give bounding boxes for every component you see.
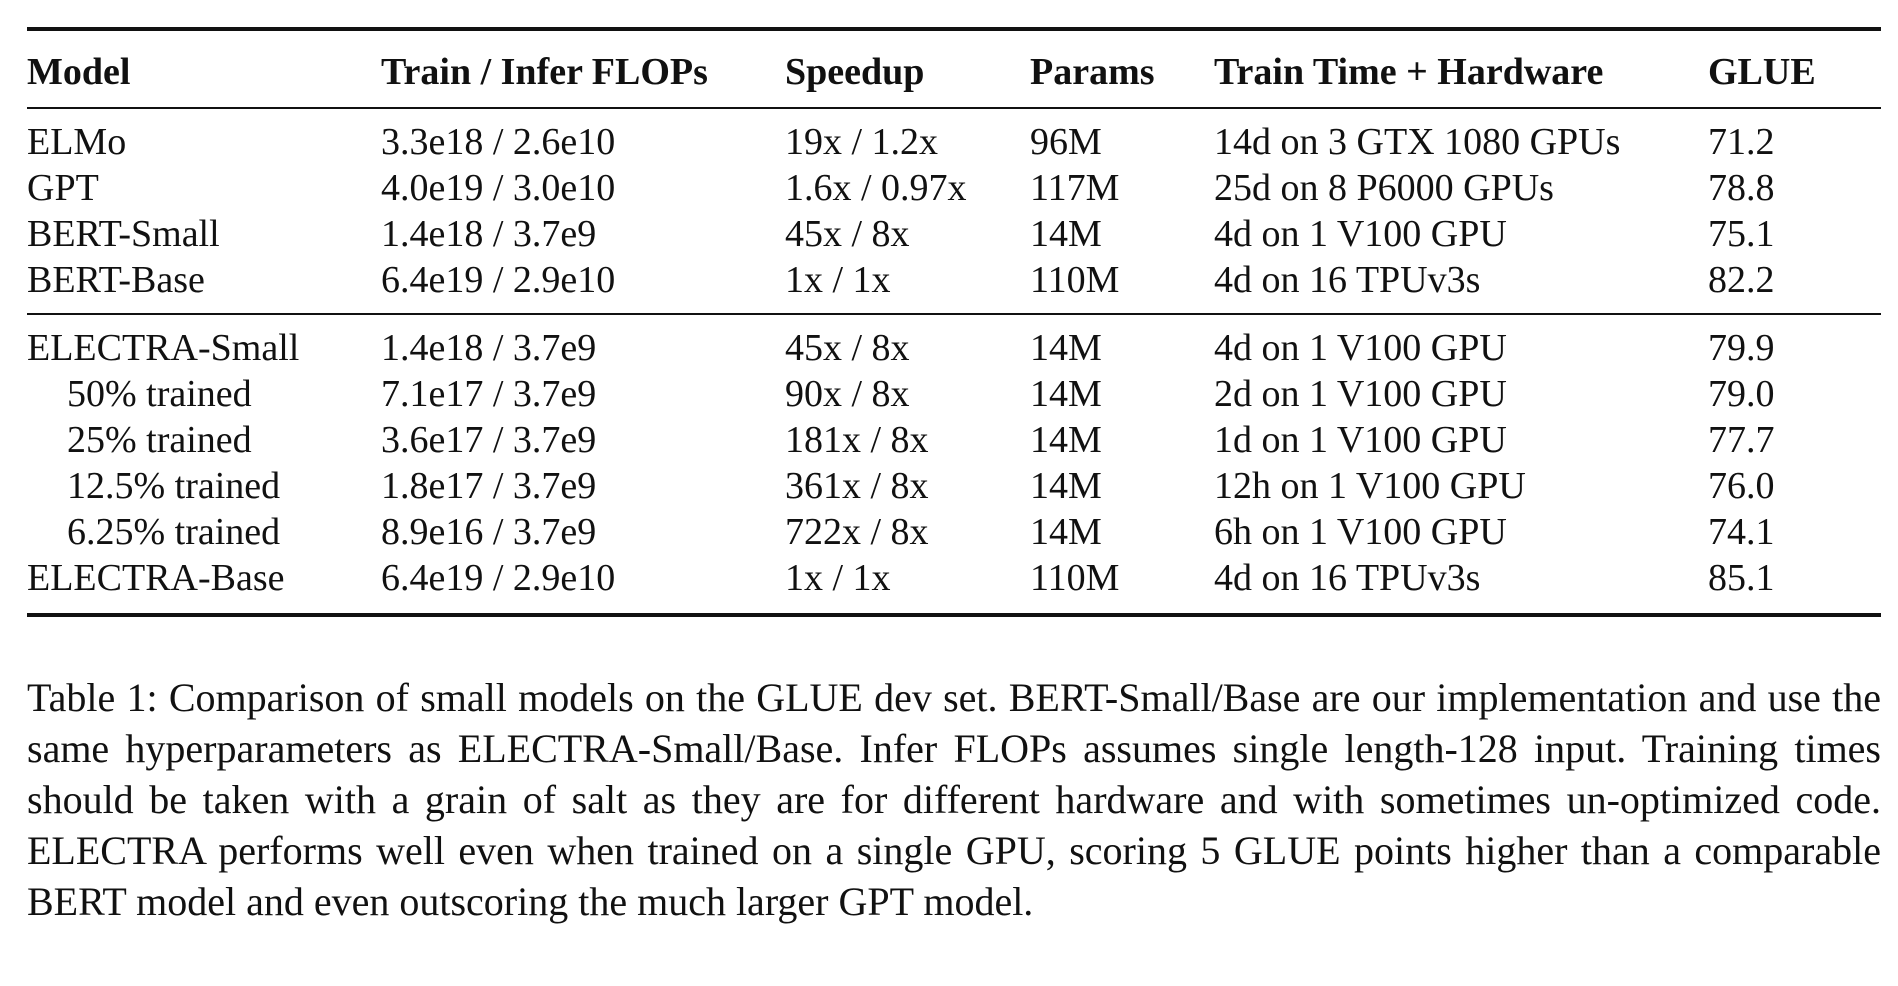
cell-params: 96M xyxy=(1030,121,1102,163)
electra-models-group: ELECTRA-Small 1.4e18 / 3.7e9 45x / 8x 14… xyxy=(27,314,1881,615)
cell-flops: 6.4e19 / 2.9e10 xyxy=(381,557,616,599)
cell-speedup: 45x / 8x xyxy=(785,327,910,369)
cell-model: BERT-Small xyxy=(27,213,220,255)
cell-speedup: 45x / 8x xyxy=(785,213,910,255)
cell-flops: 3.3e18 / 2.6e10 xyxy=(381,121,616,163)
table-row: ELECTRA-Small 1.4e18 / 3.7e9 45x / 8x 14… xyxy=(27,314,1881,371)
cell-model: BERT-Base xyxy=(27,259,205,301)
results-table-container: Model Train / Infer FLOPs Speedup Params… xyxy=(27,27,1881,617)
cell-train-time: 4d on 1 V100 GPU xyxy=(1214,213,1507,255)
cell-glue: 85.1 xyxy=(1708,557,1775,599)
cell-flops: 4.0e19 / 3.0e10 xyxy=(381,167,616,209)
table-row: 50% trained 7.1e17 / 3.7e9 90x / 8x 14M … xyxy=(27,371,1881,417)
cell-glue: 71.2 xyxy=(1708,121,1775,163)
cell-flops: 3.6e17 / 3.7e9 xyxy=(381,419,597,461)
cell-speedup: 1x / 1x xyxy=(785,557,891,599)
cell-glue: 82.2 xyxy=(1708,259,1775,301)
cell-params: 117M xyxy=(1030,167,1120,209)
cell-flops: 6.4e19 / 2.9e10 xyxy=(381,259,616,301)
cell-flops: 7.1e17 / 3.7e9 xyxy=(381,373,597,415)
table-row: 6.25% trained 8.9e16 / 3.7e9 722x / 8x 1… xyxy=(27,509,1881,555)
cell-train-time: 12h on 1 V100 GPU xyxy=(1214,465,1526,507)
cell-flops: 1.8e17 / 3.7e9 xyxy=(381,465,597,507)
cell-train-time: 14d on 3 GTX 1080 GPUs xyxy=(1214,121,1621,163)
cell-speedup: 1x / 1x xyxy=(785,259,891,301)
cell-train-time: 1d on 1 V100 GPU xyxy=(1214,419,1507,461)
cell-glue: 77.7 xyxy=(1708,419,1775,461)
table-row: BERT-Base 6.4e19 / 2.9e10 1x / 1x 110M 4… xyxy=(27,257,1881,314)
table-row: ELMo 3.3e18 / 2.6e10 19x / 1.2x 96M 14d … xyxy=(27,108,1881,165)
cell-flops: 1.4e18 / 3.7e9 xyxy=(381,213,597,255)
cell-glue: 76.0 xyxy=(1708,465,1775,507)
cell-train-time: 6h on 1 V100 GPU xyxy=(1214,511,1507,553)
cell-glue: 75.1 xyxy=(1708,213,1775,255)
table-caption: Table 1: Comparison of small models on t… xyxy=(27,675,1881,924)
cell-model: ELECTRA-Base xyxy=(27,557,285,599)
cell-flops: 1.4e18 / 3.7e9 xyxy=(381,327,597,369)
baseline-models-group: ELMo 3.3e18 / 2.6e10 19x / 1.2x 96M 14d … xyxy=(27,108,1881,314)
results-table: Model Train / Infer FLOPs Speedup Params… xyxy=(27,27,1881,617)
table-row: 25% trained 3.6e17 / 3.7e9 181x / 8x 14M… xyxy=(27,417,1881,463)
header-speedup: Speedup xyxy=(785,51,925,93)
cell-model: GPT xyxy=(27,167,99,209)
cell-glue: 79.0 xyxy=(1708,373,1775,415)
cell-params: 110M xyxy=(1030,259,1120,301)
cell-params: 14M xyxy=(1030,373,1102,415)
cell-model: ELMo xyxy=(27,121,127,163)
cell-params: 110M xyxy=(1030,557,1120,599)
cell-glue: 78.8 xyxy=(1708,167,1775,209)
cell-params: 14M xyxy=(1030,465,1102,507)
cell-model: 6.25% trained xyxy=(67,511,281,553)
header-row: Model Train / Infer FLOPs Speedup Params… xyxy=(27,29,1881,108)
cell-speedup: 722x / 8x xyxy=(785,511,929,553)
table-row: BERT-Small 1.4e18 / 3.7e9 45x / 8x 14M 4… xyxy=(27,211,1881,257)
cell-glue: 79.9 xyxy=(1708,327,1775,369)
cell-model: 12.5% trained xyxy=(67,465,281,507)
header-glue: GLUE xyxy=(1708,51,1816,93)
cell-speedup: 19x / 1.2x xyxy=(785,121,939,163)
cell-train-time: 4d on 1 V100 GPU xyxy=(1214,327,1507,369)
cell-model: ELECTRA-Small xyxy=(27,327,300,369)
header-flops: Train / Infer FLOPs xyxy=(381,51,708,93)
cell-params: 14M xyxy=(1030,213,1102,255)
cell-speedup: 181x / 8x xyxy=(785,419,929,461)
cell-train-time: 4d on 16 TPUv3s xyxy=(1214,259,1481,301)
cell-speedup: 90x / 8x xyxy=(785,373,910,415)
cell-flops: 8.9e16 / 3.7e9 xyxy=(381,511,597,553)
cell-speedup: 1.6x / 0.97x xyxy=(785,167,967,209)
cell-params: 14M xyxy=(1030,419,1102,461)
header-model: Model xyxy=(27,51,131,93)
cell-train-time: 2d on 1 V100 GPU xyxy=(1214,373,1507,415)
table-row: ELECTRA-Base 6.4e19 / 2.9e10 1x / 1x 110… xyxy=(27,555,1881,615)
cell-params: 14M xyxy=(1030,511,1102,553)
cell-train-time: 25d on 8 P6000 GPUs xyxy=(1214,167,1554,209)
table-row: GPT 4.0e19 / 3.0e10 1.6x / 0.97x 117M 25… xyxy=(27,165,1881,211)
cell-glue: 74.1 xyxy=(1708,511,1775,553)
table-row: 12.5% trained 1.8e17 / 3.7e9 361x / 8x 1… xyxy=(27,463,1881,509)
cell-train-time: 4d on 16 TPUv3s xyxy=(1214,557,1481,599)
cell-model: 25% trained xyxy=(67,419,252,461)
cell-params: 14M xyxy=(1030,327,1102,369)
header-params: Params xyxy=(1030,51,1155,93)
header-train-time: Train Time + Hardware xyxy=(1214,51,1604,93)
cell-model: 50% trained xyxy=(67,373,252,415)
cell-speedup: 361x / 8x xyxy=(785,465,929,507)
